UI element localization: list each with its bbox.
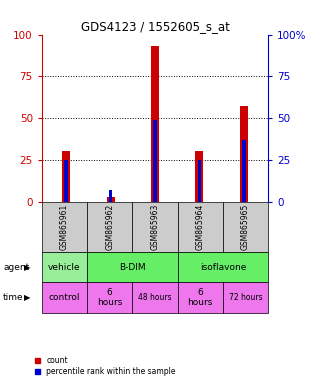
Text: B-DIM: B-DIM: [119, 263, 146, 271]
Text: 72 hours: 72 hours: [229, 293, 262, 302]
Bar: [109, 190, 113, 202]
Text: GSM865965: GSM865965: [241, 204, 250, 250]
Text: GSM865963: GSM865963: [150, 204, 160, 250]
Text: 6
hours: 6 hours: [97, 288, 122, 307]
Text: vehicle: vehicle: [48, 263, 81, 271]
Bar: [197, 160, 201, 202]
Text: GSM865961: GSM865961: [60, 204, 69, 250]
Bar: [107, 197, 115, 202]
Bar: [240, 106, 248, 202]
Title: GDS4123 / 1552605_s_at: GDS4123 / 1552605_s_at: [81, 20, 229, 33]
Bar: [64, 160, 68, 202]
Bar: [195, 152, 203, 202]
Text: isoflavone: isoflavone: [200, 263, 246, 271]
Text: time: time: [3, 293, 24, 302]
Text: control: control: [49, 293, 80, 302]
Bar: [62, 152, 70, 202]
Text: GSM865962: GSM865962: [105, 204, 114, 250]
Text: agent: agent: [3, 263, 29, 271]
Text: ▶: ▶: [24, 293, 30, 302]
Bar: [242, 140, 246, 202]
Text: 6
hours: 6 hours: [188, 288, 213, 307]
Text: ▶: ▶: [24, 263, 30, 271]
Bar: [151, 46, 159, 202]
Legend: count, percentile rank within the sample: count, percentile rank within the sample: [35, 356, 176, 376]
Text: GSM865964: GSM865964: [196, 204, 205, 250]
Text: 48 hours: 48 hours: [138, 293, 172, 302]
Bar: [153, 120, 157, 202]
